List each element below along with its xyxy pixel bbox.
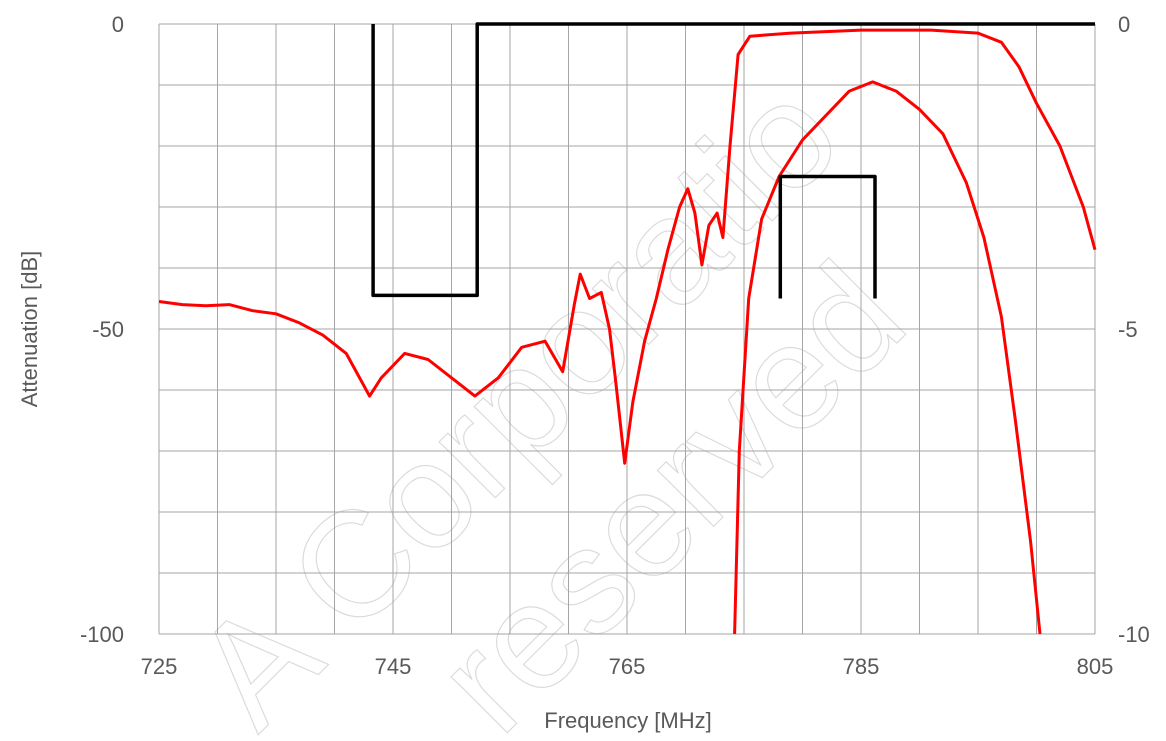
x-tick-label: 785 — [843, 654, 880, 679]
response-curve-1 — [733, 80, 1042, 635]
y-axis-title: Attenuation [dB] — [17, 251, 42, 408]
x-axis-title: Frequency [MHz] — [544, 708, 712, 733]
x-tick-label: 725 — [141, 654, 178, 679]
x-tick-label: 805 — [1077, 654, 1114, 679]
y-right-tick-label: -10 — [1118, 622, 1150, 647]
watermark: A Corporatio reserved — [161, 49, 936, 741]
series-layer — [158, 22, 1097, 635]
x-tick-label: 765 — [609, 654, 646, 679]
mask-line-2 — [371, 22, 1095, 298]
y-left-tick-label: -50 — [92, 317, 124, 342]
response-curve-0 — [158, 28, 1097, 465]
x-tick-label: 745 — [375, 654, 412, 679]
y-right-tick-labels: 0 -5 -10 — [1118, 12, 1150, 647]
mask-line-3 — [778, 174, 877, 299]
y-right-tick-label: 0 — [1118, 12, 1130, 37]
y-right-tick-label: -5 — [1118, 317, 1138, 342]
y-left-tick-labels: 0 -50 -100 — [80, 12, 124, 647]
x-tick-labels: 725 745 765 785 805 — [141, 654, 1114, 679]
y-left-tick-label: -100 — [80, 622, 124, 647]
y-left-tick-label: 0 — [112, 12, 124, 37]
